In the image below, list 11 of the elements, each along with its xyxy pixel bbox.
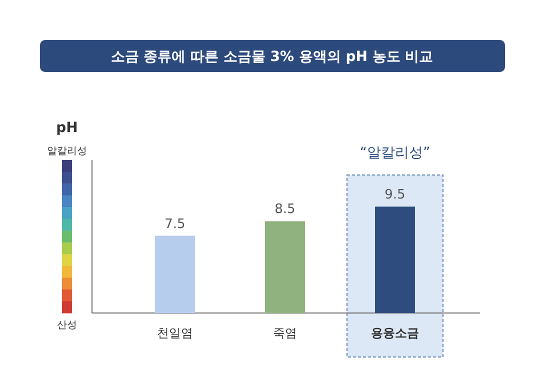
chart-title: 소금 종류에 따른 소금물 3% 용액의 pH 농도 비교 bbox=[110, 49, 434, 65]
annotation: “알칼리성” bbox=[360, 145, 430, 161]
data-label: 9.5 bbox=[384, 188, 406, 203]
text: 산성 bbox=[57, 320, 77, 331]
x-tick-label: 천일염 bbox=[157, 326, 193, 340]
data-label: 8.5 bbox=[274, 202, 296, 218]
text: 알칼리성 bbox=[47, 146, 87, 157]
data-label: 7.5 bbox=[164, 216, 186, 232]
x-tick-label: 용융소금 bbox=[371, 326, 419, 340]
x-tick-label: 죽염 bbox=[273, 326, 297, 340]
y-axis-title: pH bbox=[56, 120, 78, 136]
